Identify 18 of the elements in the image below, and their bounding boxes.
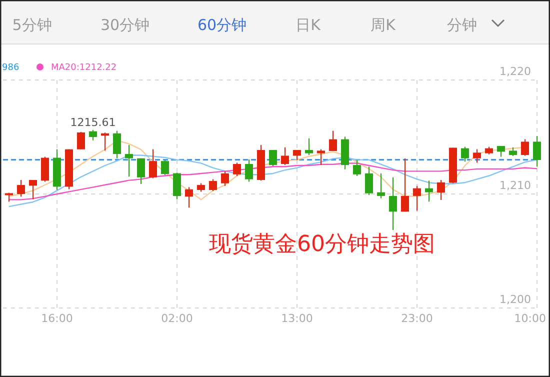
text: 周K	[370, 16, 397, 34]
text: 日K	[296, 16, 322, 34]
x-tick-label: 10:00	[514, 312, 546, 325]
y-tick-label: 1,220	[500, 65, 531, 78]
x-tick-label: 16:00	[41, 312, 73, 325]
y-tick-label: 1,200	[500, 293, 531, 306]
text: 986	[2, 63, 20, 73]
text: 30分钟	[100, 16, 150, 34]
text: 现货黄金60分钟走势图	[209, 232, 435, 257]
text: 5分钟	[12, 16, 52, 34]
x-tick-label: 13:00	[281, 312, 313, 325]
text: 60分钟	[197, 16, 247, 34]
x-tick-label: 02:00	[161, 312, 193, 325]
text: 分钟	[447, 16, 477, 34]
legend-label: MA20:1212.22	[51, 63, 117, 73]
x-tick-label: 23:00	[401, 312, 433, 325]
y-tick-label: 1,210	[500, 179, 531, 192]
annotation: 1215.61	[70, 116, 116, 130]
